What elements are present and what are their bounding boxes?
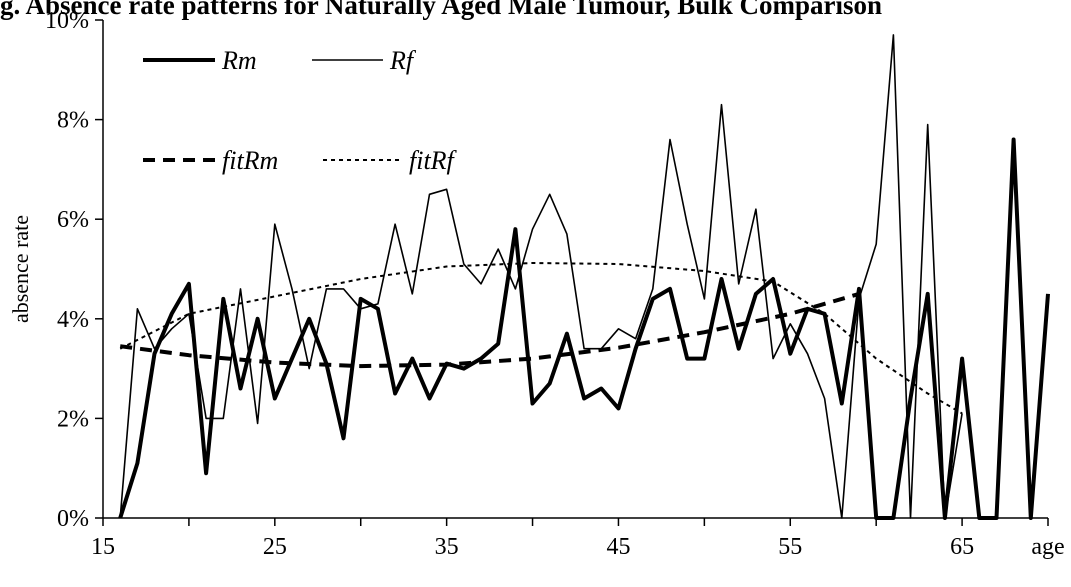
series-line-Rm: [118, 137, 1050, 520]
legend: Rm Rf fitRm fitRf: [143, 46, 458, 175]
x-tick-label: 35: [435, 534, 459, 560]
series-line-Rf: [119, 34, 963, 519]
chart-title: g. Absence rate patterns for Naturally A…: [0, 0, 882, 20]
legend-label-Rm: Rm: [221, 46, 257, 75]
series-line-fitRf: [119, 262, 963, 415]
x-axis-label: age: [1031, 534, 1064, 560]
y-tick-label: 2%: [57, 406, 89, 432]
y-axis-label: absence rate: [8, 215, 33, 323]
y-tick-label: 0%: [57, 506, 89, 532]
x-tick-label: 55: [778, 534, 802, 560]
legend-label-fitRf: fitRf: [409, 146, 458, 175]
y-tick-label: 8%: [57, 108, 89, 134]
x-tick-label: 65: [950, 534, 974, 560]
y-tick-label: 10%: [45, 8, 89, 34]
x-tick-label: 15: [91, 534, 115, 560]
x-tick-label: 25: [263, 534, 287, 560]
legend-label-fitRm: fitRm: [222, 146, 278, 175]
axes: [102, 20, 1048, 519]
x-tick-label: 45: [606, 534, 630, 560]
legend-label-Rf: Rf: [389, 46, 417, 75]
series-lines: [118, 34, 1050, 520]
y-tick-label: 4%: [57, 307, 89, 333]
y-tick-label: 6%: [57, 207, 89, 233]
